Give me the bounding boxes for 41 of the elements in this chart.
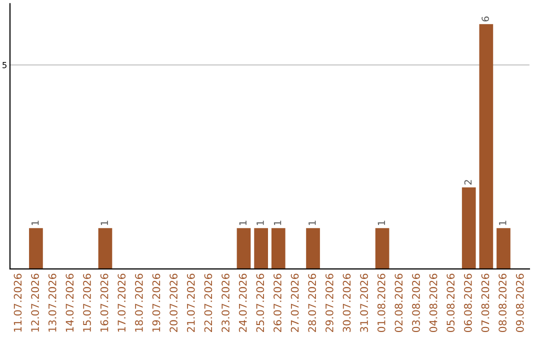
data-label: 1 (256, 220, 264, 226)
x-tick-label: 23.07.2026 (222, 274, 230, 332)
x-tick-label: 16.07.2026 (100, 274, 108, 332)
x-tick-label: 24.07.2026 (238, 274, 247, 332)
data-label: 1 (308, 220, 316, 226)
x-tick-label: 13.07.2026 (48, 274, 56, 332)
data-label: 1 (378, 220, 385, 226)
x-tick-label: 08.08.2026 (498, 274, 507, 332)
x-tick-label: 19.07.2026 (152, 274, 160, 332)
x-tick-label: 05.08.2026 (446, 274, 455, 332)
data-label: 2 (464, 180, 472, 185)
x-tick-label: 22.07.2026 (204, 274, 212, 332)
x-tick-label: 09.08.2026 (516, 274, 524, 332)
x-tick-label: 07.08.2026 (481, 274, 490, 332)
x-tick-label: 25.07.2026 (256, 274, 264, 332)
data-label: 1 (100, 220, 108, 226)
x-tick-label: 17.07.2026 (118, 274, 126, 332)
x-tick-label: 04.08.2026 (429, 274, 438, 332)
x-tick-label: 21.07.2026 (186, 274, 195, 332)
x-tick-label: 27.07.2026 (290, 274, 299, 332)
x-tick-label: 20.07.2026 (170, 274, 178, 332)
x-tick-label: 26.07.2026 (274, 274, 282, 332)
x-tick-label: 06.08.2026 (464, 274, 472, 332)
data-label: 1 (274, 220, 282, 226)
x-tick-label: 12.07.2026 (31, 274, 39, 332)
x-tick-label: 02.08.2026 (394, 274, 403, 332)
x-tick-label: 18.07.2026 (135, 274, 143, 332)
x-tick-label: 15.07.2026 (83, 274, 91, 332)
data-label: 1 (499, 220, 506, 226)
data-label: 6 (482, 16, 489, 22)
x-tick-label: 03.08.2026 (412, 274, 420, 332)
y-tick-label: 5 (2, 62, 6, 68)
x-tick-label: 30.07.2026 (342, 274, 351, 332)
data-label: 1 (239, 220, 246, 226)
x-tick-label: 14.07.2026 (66, 274, 74, 332)
x-tick-label: 31.07.2026 (360, 274, 368, 332)
data-label: 1 (32, 220, 39, 226)
x-tick-label: 01.08.2026 (377, 274, 386, 332)
x-tick-label: 11.07.2026 (14, 274, 22, 332)
x-tick-label: 29.07.2026 (325, 274, 334, 332)
x-tick-label: 28.07.2026 (308, 274, 316, 332)
